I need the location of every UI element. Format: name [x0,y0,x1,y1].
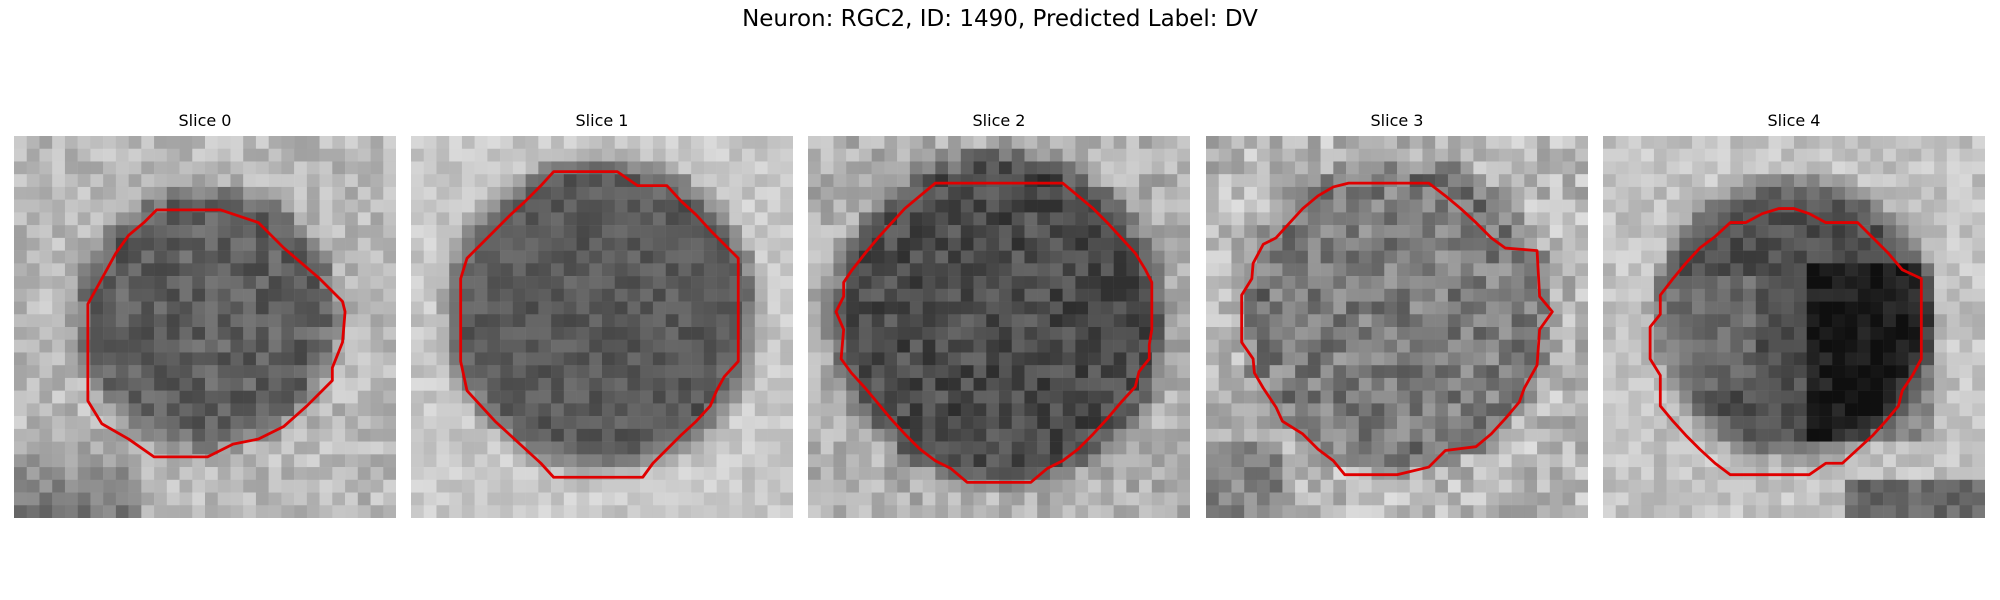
slice-image [411,136,793,518]
slice-panel-0: Slice 0 [14,110,396,518]
cell-outline [86,208,347,459]
slice-panel-1: Slice 1 [411,110,793,518]
cell-outline [834,181,1154,484]
cell-outline [1648,207,1923,477]
cell-outline [1240,181,1554,477]
slice-title: Slice 0 [178,111,232,130]
figure-title: Neuron: RGC2, ID: 1490, Predicted Label:… [742,6,1258,32]
slice-image [808,136,1190,518]
slice-image [1603,136,1985,518]
slice-title: Slice 1 [575,111,629,130]
slice-title: Slice 4 [1767,111,1821,130]
slice-image [14,136,396,518]
slice-panel-3: Slice 3 [1206,110,1588,518]
slice-title: Slice 3 [1370,111,1424,130]
cell-outline [459,170,740,479]
slice-title: Slice 2 [972,111,1026,130]
slice-panel-4: Slice 4 [1603,110,1985,518]
slice-image [1206,136,1588,518]
slice-panel-2: Slice 2 [808,110,1190,518]
